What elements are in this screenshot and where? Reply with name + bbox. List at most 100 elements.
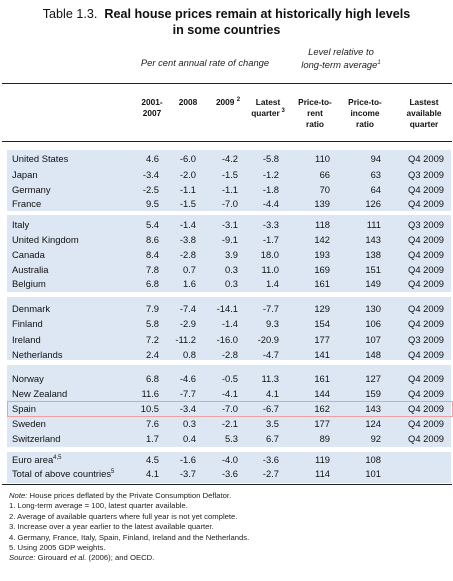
country-name: New Zealand [12, 388, 68, 399]
cell-value: -6.7 [262, 403, 279, 414]
cell-value: 108 [365, 454, 381, 465]
cell-value: -1.6 [179, 454, 196, 465]
table-row: Germany -2.5 -1.1 -1.1 -1.8 70 64 Q4 2009 [7, 182, 451, 197]
cell-value: -2.5 [142, 184, 159, 195]
cell-value: -7.7 [179, 388, 196, 399]
country-name: Total of above countries5 [12, 468, 115, 479]
column-header-2: 2009 2 [198, 97, 258, 108]
table-row: Italy 5.4 -1.4 -3.1 -3.3 118 111 Q3 2009 [7, 217, 451, 232]
column-header-5: Price-to-income ratio [335, 97, 395, 130]
column-header-line: quarter 3 [251, 108, 285, 118]
cell-value: Q4 2009 [408, 278, 444, 289]
country-sup: 5 [111, 468, 115, 475]
cell-value: -7.4 [179, 303, 196, 314]
cell-value: 64 [370, 184, 381, 195]
column-header-sup: 3 [279, 108, 285, 115]
cell-value: 92 [370, 433, 381, 444]
cell-value: -16.0 [216, 334, 238, 345]
group-header-annual-rate: Per cent annual rate of change [140, 57, 270, 68]
cell-value: -1.1 [179, 184, 196, 195]
cell-value: Q4 2009 [408, 198, 444, 209]
column-header-line: 2009 2 [215, 97, 241, 107]
cell-value: 161 [314, 373, 330, 384]
note-1: 1. Long-term average = 100, latest quart… [9, 501, 188, 511]
country-name: Japan [12, 169, 38, 180]
table-title: Table 1.3. Real house prices remain at h… [0, 6, 453, 38]
table-row: Belgium 6.8 1.6 0.3 1.4 161 149 Q4 2009 [7, 276, 451, 291]
cell-value: 5.3 [224, 433, 238, 444]
cell-value: 154 [314, 318, 330, 329]
cell-value: 141 [314, 349, 330, 360]
cell-value: 159 [365, 388, 381, 399]
cell-value: -1.8 [262, 184, 279, 195]
cell-value: 8.4 [145, 249, 159, 260]
cell-value: Q4 2009 [408, 349, 444, 360]
cell-value: 169 [314, 264, 330, 275]
cell-value: Q3 2009 [408, 334, 444, 345]
table-row: Ireland 7.2 -11.2 -16.0 -20.9 177 107 Q3 2009 [7, 332, 451, 347]
cell-value: 18.0 [260, 249, 279, 260]
cell-value: 70 [319, 184, 330, 195]
note-label: Note: [9, 491, 28, 500]
cell-value: 101 [365, 468, 381, 479]
cell-value: -7.0 [221, 198, 238, 209]
country-name: Italy [12, 219, 30, 230]
cell-value: -1.5 [179, 198, 196, 209]
country-name: Belgium [12, 278, 46, 289]
column-header-line: Lastest [409, 97, 439, 107]
cell-value: 177 [314, 334, 330, 345]
band-group-2 [7, 215, 451, 292]
cell-value: Q3 2009 [408, 219, 444, 230]
column-header-line: income [350, 108, 380, 118]
cell-value: 0.7 [182, 264, 196, 275]
band-group-4 [7, 365, 451, 447]
cell-value: -2.1 [221, 418, 238, 429]
cell-value: -4.4 [262, 198, 279, 209]
column-header-line: quarter [409, 119, 439, 129]
cell-value: 177 [314, 418, 330, 429]
cell-value: Q4 2009 [408, 153, 444, 164]
table-row: New Zealand 11.6 -7.7 -4.1 4.1 144 159 Q4 2009 [7, 386, 451, 401]
source-etal: et al. [69, 553, 87, 563]
cell-value: 66 [319, 169, 330, 180]
column-header-6: Lastest available quarter [394, 97, 453, 130]
cell-value: -6.0 [179, 153, 196, 164]
cell-value: Q3 2009 [408, 169, 444, 180]
cell-value: 106 [365, 318, 381, 329]
cell-value: Q4 2009 [408, 388, 444, 399]
cell-value: 193 [314, 249, 330, 260]
cell-value: 4.5 [145, 454, 159, 465]
cell-value: -7.0 [221, 403, 238, 414]
cell-value: -1.7 [262, 234, 279, 245]
cell-value: 111 [366, 219, 381, 230]
cell-value: -4.6 [179, 373, 196, 384]
country-name: Spain [12, 403, 36, 414]
cell-value: 11.0 [261, 264, 279, 275]
note-2: 2. Average of available quarters where f… [9, 511, 238, 521]
column-header-line: Price-to- [348, 97, 382, 107]
cell-value: 7.6 [145, 418, 159, 429]
cell-value: 1.4 [265, 278, 279, 289]
note-3: 3. Increase over a year earlier to the l… [9, 522, 214, 532]
cell-value: -1.1 [221, 184, 238, 195]
cell-value: -1.4 [221, 318, 238, 329]
cell-value: 143 [365, 403, 381, 414]
spain-highlight-box [7, 401, 453, 417]
cell-value: -14.1 [216, 303, 238, 314]
cell-value: 11.6 [141, 388, 159, 399]
header-bottom-rule [2, 141, 452, 142]
cell-value: 4.6 [145, 153, 159, 164]
country-name: United States [12, 153, 69, 164]
column-header-0: 2001- 2007 [122, 97, 182, 119]
cell-value: -3.6 [262, 454, 279, 465]
cell-value: Q4 2009 [408, 264, 444, 275]
table-row: Canada 8.4 -2.8 3.9 18.0 193 138 Q4 2009 [7, 247, 451, 262]
cell-value: 142 [314, 234, 330, 245]
country-name: Germany [12, 184, 51, 195]
cell-value: 144 [314, 388, 330, 399]
cell-value: 143 [365, 234, 381, 245]
cell-value: 7.9 [145, 303, 159, 314]
cell-value: -3.4 [142, 169, 159, 180]
country-name: Euro area4,5 [12, 454, 62, 465]
